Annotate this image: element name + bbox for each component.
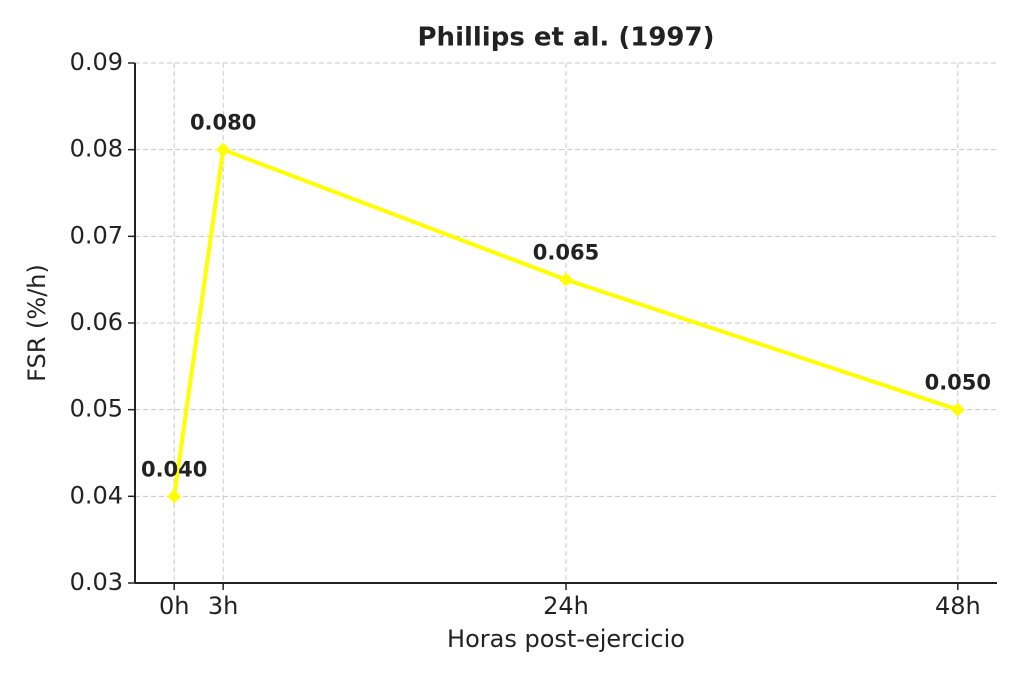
value-label: 0.040 [141, 457, 207, 481]
data-point [559, 272, 573, 287]
y-tick-label: 0.07 [70, 221, 123, 249]
x-tick-label: 0h [159, 592, 189, 620]
x-tick-label: 48h [935, 592, 981, 620]
y-tick-label: 0.04 [70, 481, 123, 509]
data-point [167, 489, 182, 504]
y-axis-label: FSR (%/h) [23, 264, 51, 382]
value-label: 0.065 [533, 241, 599, 265]
x-tick-label: 3h [208, 592, 238, 620]
x-tick-label: 24h [543, 592, 589, 620]
x-axis-label: Horas post-ejercicio [447, 625, 685, 653]
y-tick-label: 0.09 [70, 48, 123, 76]
y-tick-label: 0.06 [70, 308, 123, 336]
chart-title: Phillips et al. (1997) [418, 23, 715, 53]
y-tick-label: 0.05 [70, 395, 123, 423]
data-line [172, 146, 959, 497]
value-label: 0.050 [925, 371, 991, 395]
y-tick-label: 0.08 [70, 135, 123, 163]
data-point [216, 142, 231, 157]
y-tick-label: 0.03 [70, 568, 123, 596]
data-point [950, 402, 965, 417]
value-label: 0.080 [190, 111, 256, 135]
